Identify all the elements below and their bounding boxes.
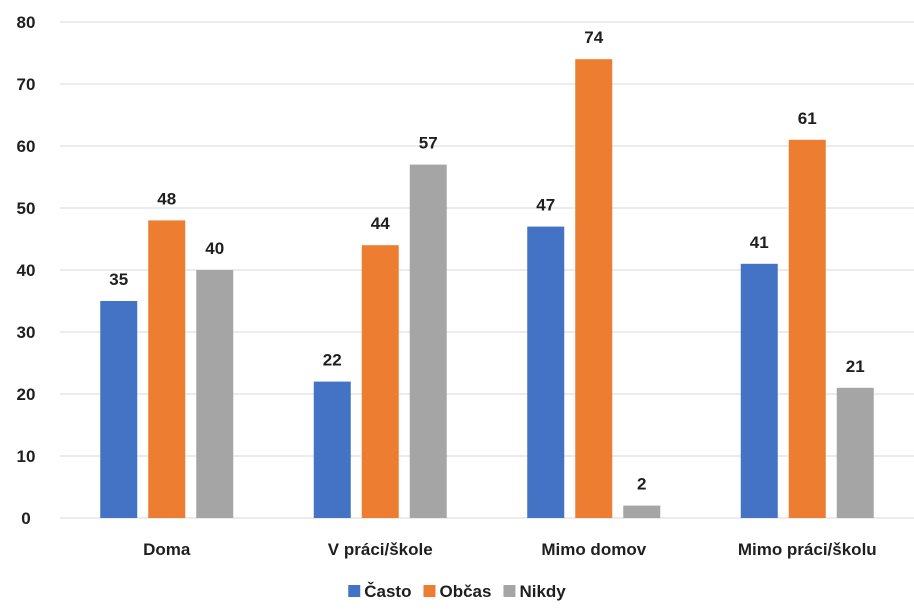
category-label: Mimo práci/školu — [738, 540, 877, 559]
data-label: 44 — [371, 214, 390, 233]
bar-občas-3 — [788, 139, 826, 519]
legend-label: Nikdy — [519, 582, 566, 601]
y-tick-label: 50 — [17, 199, 36, 218]
bar-občas-1 — [361, 245, 399, 518]
bar-nikdy-1 — [409, 164, 447, 518]
y-tick-label: 60 — [17, 137, 36, 156]
legend-label: Často — [364, 582, 411, 601]
y-tick-label: 80 — [17, 13, 36, 32]
bar-nikdy-0 — [196, 270, 234, 518]
bar-občas-2 — [575, 59, 613, 518]
data-label: 21 — [846, 357, 865, 376]
legend: Často Občas Nikdy — [348, 582, 566, 601]
y-tick-label: 30 — [17, 323, 36, 342]
category-label: V práci/škole — [328, 540, 433, 559]
legend-item-občas: Občas — [423, 582, 491, 601]
legend-swatch — [348, 585, 361, 597]
data-label: 41 — [750, 233, 769, 252]
x-axis-category-labels: Doma V práci/škole Mimo domov Mimo práci/šk… — [143, 540, 877, 559]
bar-nikdy-2 — [623, 505, 661, 518]
y-tick-label: 0 — [21, 509, 30, 528]
data-label: 61 — [798, 109, 817, 128]
legend-label: Občas — [439, 582, 491, 601]
bar-často-2 — [527, 226, 565, 518]
data-label: 22 — [323, 351, 342, 370]
bar-nikdy-3 — [836, 387, 874, 518]
category-label: Mimo domov — [541, 540, 646, 559]
y-tick-label: 10 — [17, 447, 36, 466]
legend-swatch — [503, 585, 516, 597]
data-label: 2 — [637, 475, 646, 494]
category-label: Doma — [143, 540, 191, 559]
data-label: 57 — [419, 134, 438, 153]
gridlines — [60, 21, 914, 519]
data-labels: 35 48 40 22 44 57 47 74 2 41 61 21 — [109, 28, 864, 493]
data-label: 48 — [157, 189, 176, 208]
data-label: 40 — [205, 239, 224, 258]
bar-často-1 — [313, 381, 351, 518]
data-label: 35 — [109, 270, 128, 289]
data-label: 47 — [536, 196, 555, 215]
y-tick-label: 20 — [17, 385, 36, 404]
legend-swatch — [423, 585, 436, 597]
bar-občas-0 — [148, 220, 186, 518]
bar-často-3 — [740, 263, 778, 518]
bars — [100, 59, 874, 519]
legend-item-často: Často — [348, 582, 411, 601]
y-axis-tick-labels: 0 10 20 30 40 50 60 70 80 — [17, 13, 36, 528]
legend-item-nikdy: Nikdy — [503, 582, 566, 601]
data-label: 74 — [584, 28, 603, 47]
y-tick-label: 70 — [17, 75, 36, 94]
y-tick-label: 40 — [17, 261, 36, 280]
bar-často-0 — [100, 301, 138, 518]
